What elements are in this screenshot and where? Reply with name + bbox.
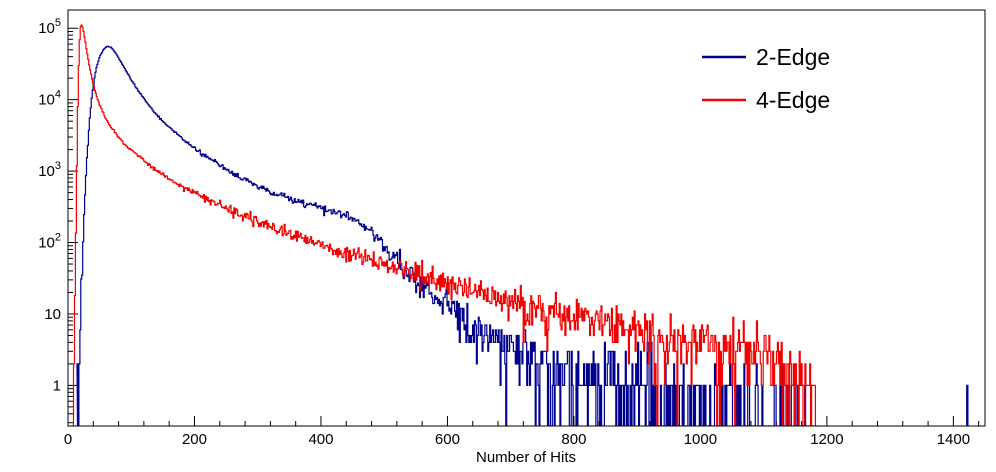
x-tick-label: 400 xyxy=(308,431,333,448)
x-tick-label: 200 xyxy=(182,431,207,448)
x-tick-label: 1200 xyxy=(810,431,843,448)
y-tick-label: 104 xyxy=(38,89,61,109)
legend: 2-Edge 4-Edge xyxy=(702,44,830,113)
legend-entry: 4-Edge xyxy=(702,87,830,113)
series-2-edge-line xyxy=(76,45,969,426)
x-tick-label: 1000 xyxy=(684,431,717,448)
y-tick-label: 103 xyxy=(38,160,61,180)
y-tick-label: 105 xyxy=(38,17,61,37)
legend-entry: 2-Edge xyxy=(702,44,830,70)
x-tick-label: 0 xyxy=(64,431,72,448)
legend-entry-label: 2-Edge xyxy=(756,44,830,70)
y-tick-label: 10 xyxy=(44,306,61,323)
legend-entry-label: 4-Edge xyxy=(756,87,830,113)
y-tick-label: 1 xyxy=(53,377,61,394)
x-tick-label: 1400 xyxy=(937,431,970,448)
plot-frame xyxy=(67,9,986,427)
series-4-edge-line xyxy=(72,24,820,426)
x-tick-label: 600 xyxy=(435,431,460,448)
x-axis-title: Number of Hits xyxy=(476,449,576,466)
series-group xyxy=(72,24,969,426)
x-tick-label: 800 xyxy=(561,431,586,448)
y-tick-label: 102 xyxy=(38,232,61,252)
axes: 0 200 400 600 800 1000 1200 1400 1 10 102 103 104 105 xyxy=(38,17,980,448)
